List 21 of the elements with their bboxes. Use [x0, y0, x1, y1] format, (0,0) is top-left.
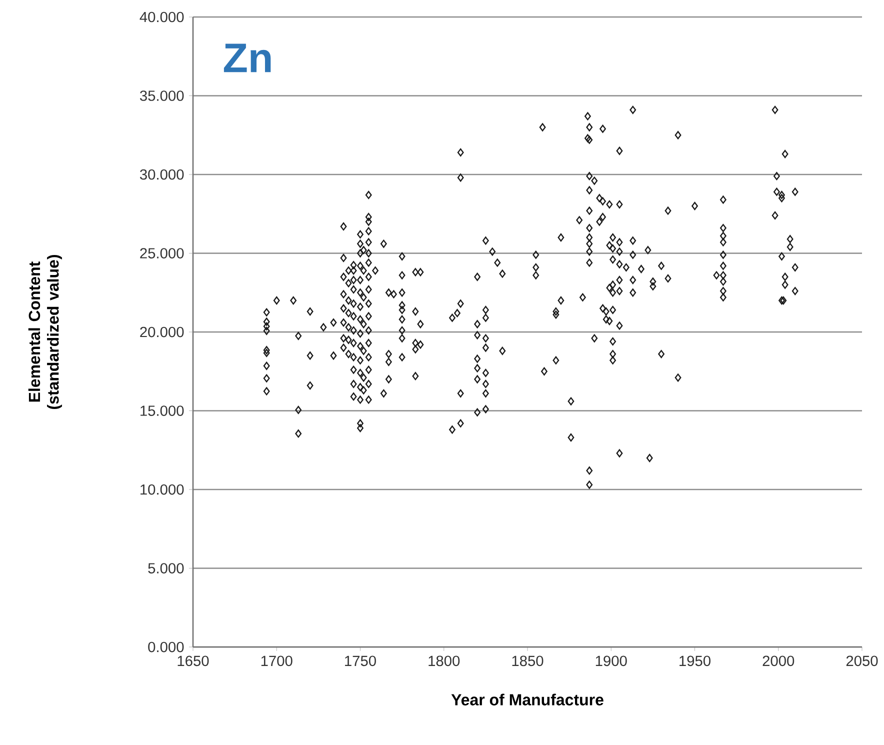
y-tick-label: 40.000: [140, 12, 184, 22]
x-tick-label: 1700: [261, 656, 292, 666]
y-tick-label: 5.000: [148, 563, 184, 574]
y-tick-label: 0.000: [148, 642, 184, 652]
x-tick-label: 2050: [846, 656, 878, 666]
y-tick-label: 25.000: [140, 248, 184, 258]
x-tick-label: 1650: [178, 656, 209, 666]
y-tick-label: 20.000: [140, 326, 184, 338]
x-tick-label: 1750: [345, 656, 376, 666]
x-tick-label: 1950: [680, 656, 710, 666]
x-tick-label: 1800: [428, 656, 460, 666]
x-tick-label: 1900: [596, 656, 627, 666]
y-tick-label: 15.000: [140, 406, 184, 416]
y-tick-label: 30.000: [140, 169, 184, 180]
x-axis-title: Year of Manufacture: [451, 694, 604, 706]
y-tick-label: 10.000: [140, 484, 184, 495]
y-axis-title: Elemental Content (standardized value): [28, 254, 62, 409]
chart-title: Zn: [224, 44, 271, 72]
x-tick-label: 2000: [762, 656, 794, 666]
x-tick-label: 1850: [512, 656, 544, 666]
y-tick-label: 35.000: [140, 90, 184, 101]
